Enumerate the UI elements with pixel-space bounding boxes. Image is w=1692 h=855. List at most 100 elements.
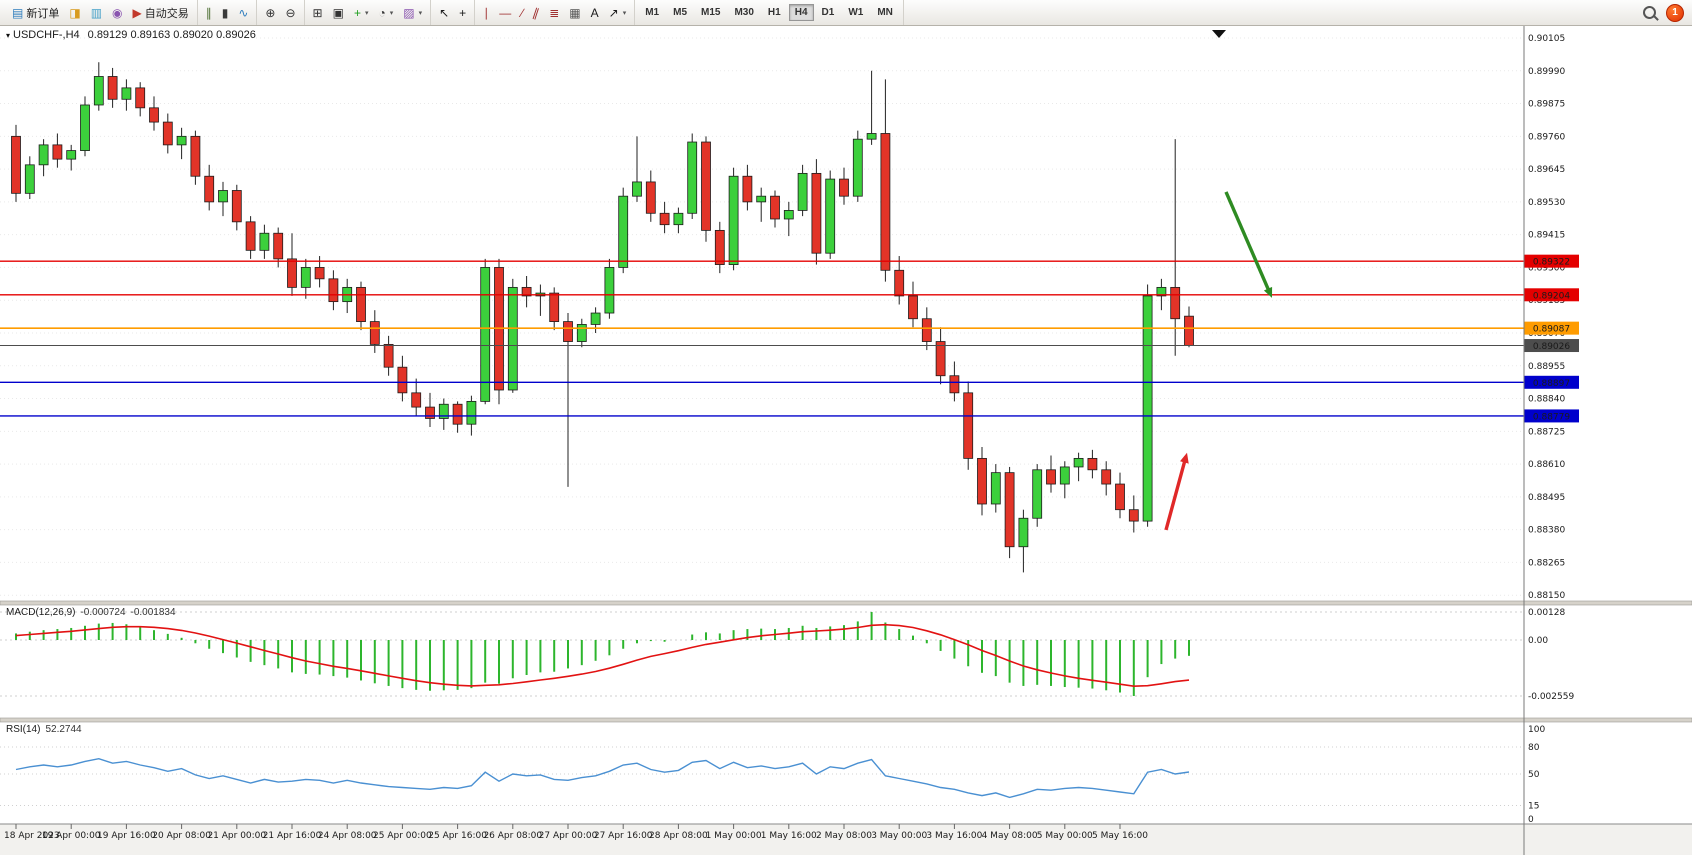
- candle-body[interactable]: [287, 258, 297, 288]
- candle-body[interactable]: [1073, 457, 1084, 468]
- macd-panel[interactable]: 0.00128 0.00 -0.002559: [0, 608, 1574, 702]
- candle-body[interactable]: [949, 375, 960, 394]
- candle-body[interactable]: [107, 76, 118, 100]
- down-trend-arrow[interactable]: [1224, 191, 1272, 295]
- candle-body[interactable]: [783, 210, 794, 220]
- auto-arrange-button[interactable]: ▣: [328, 3, 349, 23]
- candle-body[interactable]: [549, 292, 560, 322]
- candle-body[interactable]: [1156, 286, 1167, 297]
- candle-body[interactable]: [231, 190, 242, 223]
- candle-body[interactable]: [645, 181, 656, 214]
- candle-body[interactable]: [466, 400, 477, 425]
- navigator-button[interactable]: ◉: [107, 3, 127, 23]
- candle-body[interactable]: [963, 392, 974, 459]
- line-chart-button[interactable]: ∿: [233, 3, 253, 23]
- data-window-button[interactable]: ▥: [86, 3, 107, 23]
- up-trend-arrow[interactable]: [1164, 456, 1188, 531]
- search-button[interactable]: [1641, 4, 1658, 21]
- candle-body[interactable]: [1170, 286, 1181, 320]
- candle-body[interactable]: [190, 135, 201, 177]
- candle-body[interactable]: [93, 76, 104, 106]
- timeframe-m30-button[interactable]: M30: [728, 4, 759, 21]
- market-watch-button[interactable]: ◨: [64, 3, 85, 23]
- candle-body[interactable]: [714, 229, 725, 265]
- candle-body[interactable]: [480, 267, 491, 402]
- candle-body[interactable]: [438, 403, 449, 419]
- arrows-tool-button[interactable]: ↗ ▾: [604, 3, 632, 23]
- candle-body[interactable]: [425, 406, 435, 419]
- candle-body[interactable]: [811, 172, 822, 254]
- candle-body[interactable]: [135, 87, 146, 109]
- candle-body[interactable]: [356, 286, 366, 322]
- candle-body[interactable]: [397, 366, 408, 394]
- candle-body[interactable]: [770, 195, 780, 220]
- candle-body[interactable]: [1018, 517, 1029, 548]
- candle-body[interactable]: [66, 150, 77, 160]
- candle-body[interactable]: [825, 178, 836, 254]
- new-order-button[interactable]: ▤ 新订单: [7, 3, 64, 23]
- timeframe-w1-button[interactable]: W1: [842, 4, 869, 21]
- timeframe-h4-button[interactable]: H4: [788, 4, 814, 21]
- candle-body[interactable]: [38, 144, 49, 166]
- candle-body[interactable]: [880, 133, 891, 271]
- candle-body[interactable]: [245, 221, 256, 251]
- candle-body[interactable]: [1059, 466, 1070, 485]
- candle-body[interactable]: [121, 87, 132, 100]
- candle-body[interactable]: [162, 121, 173, 146]
- candle-body[interactable]: [756, 195, 767, 203]
- candle-body[interactable]: [1142, 295, 1153, 522]
- candle-body[interactable]: [1032, 469, 1043, 519]
- candle-body[interactable]: [604, 267, 615, 314]
- zoom-in-button[interactable]: ⊕: [260, 3, 280, 23]
- candle-body[interactable]: [149, 107, 159, 123]
- tile-windows-button[interactable]: ⊞: [308, 3, 328, 23]
- horizontal-line-button[interactable]: ―: [494, 3, 516, 23]
- candle-body[interactable]: [618, 195, 629, 268]
- candle-body[interactable]: [1004, 472, 1015, 548]
- candle-body[interactable]: [411, 392, 422, 408]
- timeframe-mn-button[interactable]: MN: [871, 4, 899, 21]
- candle-body[interactable]: [204, 175, 215, 203]
- candle-body[interactable]: [328, 278, 339, 303]
- timeframe-d1-button[interactable]: D1: [816, 4, 841, 21]
- periods-button[interactable]: ◔ ▾: [373, 3, 398, 23]
- candle-body[interactable]: [80, 104, 90, 151]
- candlestick-chart-button[interactable]: ▮: [217, 3, 234, 23]
- candle-body[interactable]: [894, 269, 905, 297]
- candle-body[interactable]: [866, 133, 877, 140]
- notification-badge[interactable]: 1: [1666, 3, 1684, 22]
- candle-body[interactable]: [921, 318, 932, 342]
- candle-body[interactable]: [632, 181, 642, 197]
- candle-body[interactable]: [1046, 469, 1056, 485]
- text-label-button[interactable]: A: [586, 3, 604, 23]
- candle-body[interactable]: [590, 312, 601, 325]
- drawn-arrows[interactable]: [1164, 191, 1273, 531]
- candle-body[interactable]: [273, 232, 284, 260]
- candle-body[interactable]: [383, 343, 394, 368]
- candle-body[interactable]: [563, 321, 573, 342]
- candle-body[interactable]: [52, 144, 63, 160]
- equidistant-channel-button[interactable]: ∥: [528, 3, 544, 23]
- candle-body[interactable]: [576, 324, 587, 342]
- candle-body[interactable]: [1184, 315, 1194, 346]
- candle-body[interactable]: [990, 472, 1001, 505]
- candle-body[interactable]: [687, 141, 698, 214]
- zoom-out-button[interactable]: ⊖: [280, 3, 300, 23]
- fibonacci-button[interactable]: ≣: [544, 3, 564, 23]
- candle-body[interactable]: [701, 141, 711, 231]
- cycle-lines-button[interactable]: ▦: [564, 3, 585, 23]
- candle-body[interactable]: [1087, 457, 1098, 471]
- cursor-button[interactable]: ↖: [434, 3, 454, 23]
- candle-body[interactable]: [452, 403, 463, 425]
- timeframe-m5-button[interactable]: M5: [667, 4, 693, 21]
- indicators-button[interactable]: + ▾: [349, 3, 374, 23]
- candle-body[interactable]: [507, 286, 518, 391]
- candle-body[interactable]: [1128, 509, 1139, 522]
- candle-body[interactable]: [935, 341, 946, 377]
- candle-body[interactable]: [521, 286, 532, 297]
- candle-body[interactable]: [1101, 469, 1112, 485]
- candle-body[interactable]: [369, 321, 380, 345]
- panel-splitter[interactable]: [0, 717, 1692, 723]
- timeframe-m15-button[interactable]: M15: [695, 4, 726, 21]
